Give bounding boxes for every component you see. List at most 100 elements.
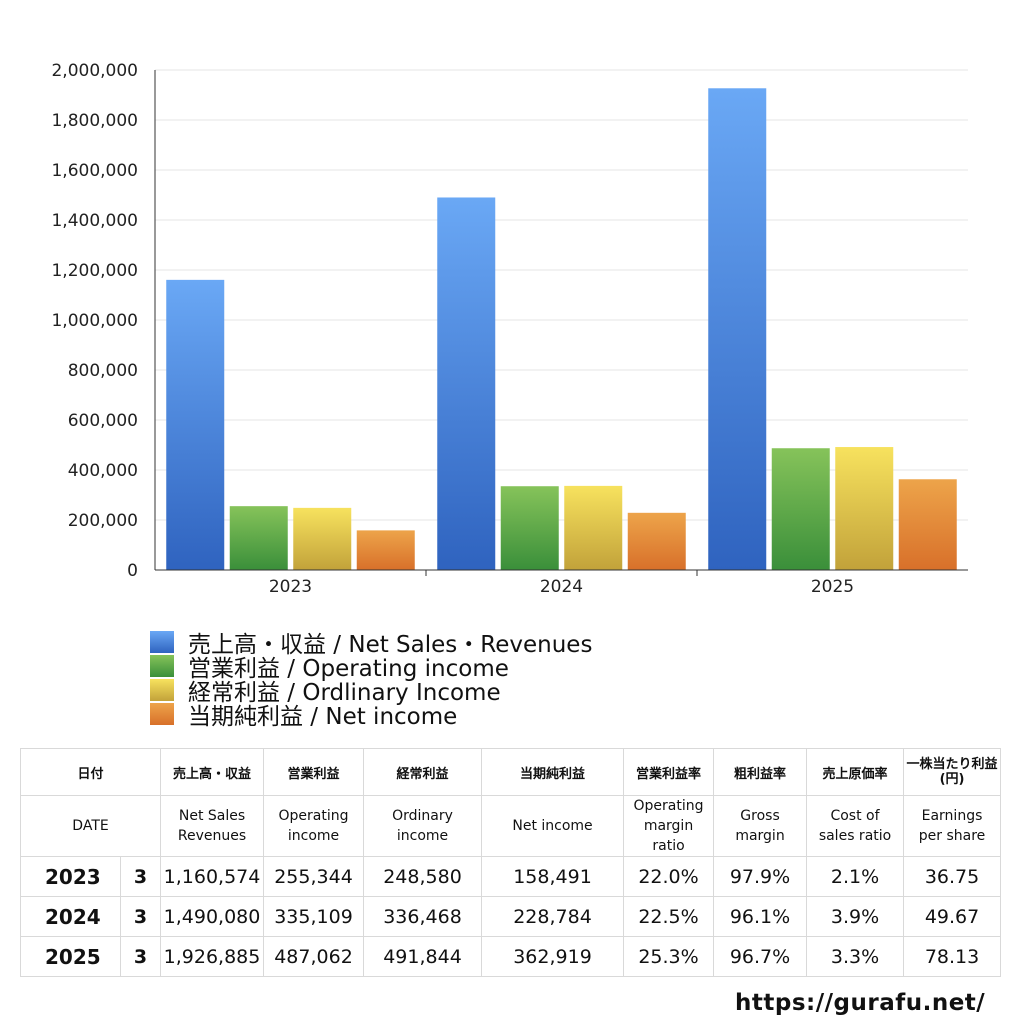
th-eps-jp-line2: (円) — [939, 772, 965, 787]
legend-swatch-net-sales — [150, 631, 174, 653]
th-eps-en-1: Earnings — [921, 808, 983, 824]
y-tick-label: 1,400,000 — [51, 211, 138, 231]
cell-op-margin: 22.5% — [623, 896, 715, 937]
th-sales-en-1: Net Sales — [178, 808, 246, 824]
th-eps-en: Earnings per share — [903, 795, 1002, 857]
bar-chart: 0 200,000 400,000 600,000 800,000 1,000,000 1,… — [51, 61, 968, 597]
legend-item-net-income: 当期純利益 / Net income — [150, 702, 592, 730]
th-sales-en-2: Revenues — [177, 828, 247, 844]
y-tick-label: 1,200,000 — [51, 261, 138, 281]
th-gross-en-2: margin — [735, 828, 785, 844]
th-date-en: DATE — [19, 795, 162, 857]
th-eps-jp: 一株当たり利益 (円) — [903, 748, 1002, 796]
legend-swatch-net-income — [150, 703, 174, 725]
bar-ordinary-income-2024 — [564, 485, 623, 570]
table-row: 2023 3 1,160,574 255,344 248,580 158,491… — [20, 856, 1002, 897]
y-tick-label: 1,600,000 — [51, 161, 138, 181]
cell-operating: 335,109 — [263, 896, 365, 937]
th-net-jp: 当期純利益 — [481, 748, 625, 796]
bar-operating-income-2025 — [771, 448, 830, 570]
th-ordinary-jp: 経常利益 — [363, 748, 483, 796]
table-header-en: DATE Net Sales Revenues Operating income O… — [19, 795, 1002, 857]
cell-gross: 96.7% — [713, 936, 808, 977]
th-ordinary-en-1: Ordinary — [392, 808, 453, 824]
bar-net-sales-2024 — [437, 197, 496, 571]
legend-label-operating-income: 営業利益 / Operating income — [188, 656, 509, 682]
legend-label-ordinary-income: 経常利益 / Ordlinary Income — [188, 680, 501, 706]
th-gross-en-1: Gross — [740, 808, 780, 824]
th-sales-en: Net Sales Revenues — [160, 795, 265, 857]
bar-net-sales-2023 — [166, 279, 225, 570]
table-row: 2024 3 1,490,080 335,109 336,468 228,784… — [20, 896, 1002, 937]
legend-swatch-ordinary-income — [150, 679, 174, 701]
table-header-jp: 日付 売上高・収益 営業利益 経常利益 当期純利益 営業利益率 粗利益率 売上原… — [19, 748, 1002, 796]
cell-month: 3 — [119, 856, 162, 897]
x-tick-label: 2025 — [811, 577, 854, 597]
cell-operating: 255,344 — [263, 856, 365, 897]
th-sales-jp: 売上高・収益 — [160, 748, 265, 796]
bar-ordinary-income-2025 — [835, 447, 894, 570]
cell-ordinary: 248,580 — [363, 856, 483, 897]
cell-operating: 487,062 — [263, 936, 365, 977]
cell-net: 362,919 — [481, 936, 625, 977]
bar-net-sales-2025 — [708, 88, 767, 570]
cell-year: 2023 — [20, 856, 121, 897]
grid-lines — [155, 69, 968, 521]
bar-operating-income-2023 — [229, 506, 288, 570]
th-ordinary-en-2: income — [396, 828, 449, 844]
site-url: https://gurafu.net/ — [735, 990, 986, 1016]
legend-item-ordinary-income: 経常利益 / Ordlinary Income — [150, 678, 592, 706]
y-tick-label: 800,000 — [68, 361, 138, 381]
legend-item-operating-income: 営業利益 / Operating income — [150, 654, 592, 682]
cell-ordinary: 336,468 — [363, 896, 483, 937]
th-op-margin-jp: 営業利益率 — [623, 748, 715, 796]
bar-net-income-2023 — [356, 530, 415, 570]
y-tick-label: 1,000,000 — [51, 311, 138, 331]
cell-op-margin: 25.3% — [623, 936, 715, 977]
th-operating-en: Operating income — [263, 795, 365, 857]
cell-net: 228,784 — [481, 896, 625, 937]
th-cost-en-2: sales ratio — [818, 828, 892, 844]
y-tick-label: 600,000 — [68, 411, 138, 431]
cell-sales: 1,926,885 — [160, 936, 265, 977]
th-gross-margin-jp: 粗利益率 — [713, 748, 808, 796]
y-axis-tick-labels: 0 200,000 400,000 600,000 800,000 1,000,000 1,… — [51, 61, 138, 581]
th-eps-jp-line1: 一株当たり利益 — [906, 757, 998, 772]
legend-label-net-sales: 売上高・収益 / Net Sales・Revenues — [188, 632, 593, 658]
cell-month: 3 — [119, 896, 162, 937]
th-operating-en-1: Operating — [278, 808, 349, 824]
bar-ordinary-income-2023 — [293, 507, 352, 570]
cell-year: 2025 — [20, 936, 121, 977]
cell-sales: 1,490,080 — [160, 896, 265, 937]
legend-label-net-income: 当期純利益 / Net income — [188, 704, 458, 730]
th-op-margin-en-1: Operating — [633, 798, 704, 814]
th-eps-en-2: per share — [918, 828, 986, 844]
x-tick-label: 2024 — [540, 577, 583, 597]
x-tick-label: 2023 — [269, 577, 312, 597]
y-tick-label: 0 — [127, 561, 138, 581]
cell-month: 3 — [119, 936, 162, 977]
cell-eps: 78.13 — [903, 936, 1002, 977]
th-cost-en-1: Cost of — [830, 808, 880, 824]
th-op-margin-en-2: margin — [643, 818, 694, 834]
th-op-margin-en-3: ratio — [652, 838, 685, 854]
th-date-jp: 日付 — [19, 748, 162, 796]
cell-op-margin: 22.0% — [623, 856, 715, 897]
th-operating-jp: 営業利益 — [263, 748, 365, 796]
cell-gross: 97.9% — [713, 856, 808, 897]
x-axis-tick-labels: 2023 2024 2025 — [269, 577, 854, 597]
cell-year: 2024 — [20, 896, 121, 937]
y-tick-label: 2,000,000 — [51, 61, 138, 81]
cell-cost: 3.9% — [806, 896, 905, 937]
legend-item-net-sales: 売上高・収益 / Net Sales・Revenues — [150, 630, 592, 658]
th-op-margin-en: Operating margin ratio — [623, 795, 715, 857]
axes — [154, 70, 968, 576]
cell-eps: 49.67 — [903, 896, 1002, 937]
th-cost-en: Cost of sales ratio — [806, 795, 905, 857]
cell-sales: 1,160,574 — [160, 856, 265, 897]
cell-cost: 2.1% — [806, 856, 905, 897]
table-row: 2025 3 1,926,885 487,062 491,844 362,919… — [20, 936, 1002, 977]
cell-eps: 36.75 — [903, 856, 1002, 897]
legend: 売上高・収益 / Net Sales・Revenues 営業利益 / Opera… — [150, 630, 592, 730]
th-net-en: Net income — [481, 795, 625, 857]
